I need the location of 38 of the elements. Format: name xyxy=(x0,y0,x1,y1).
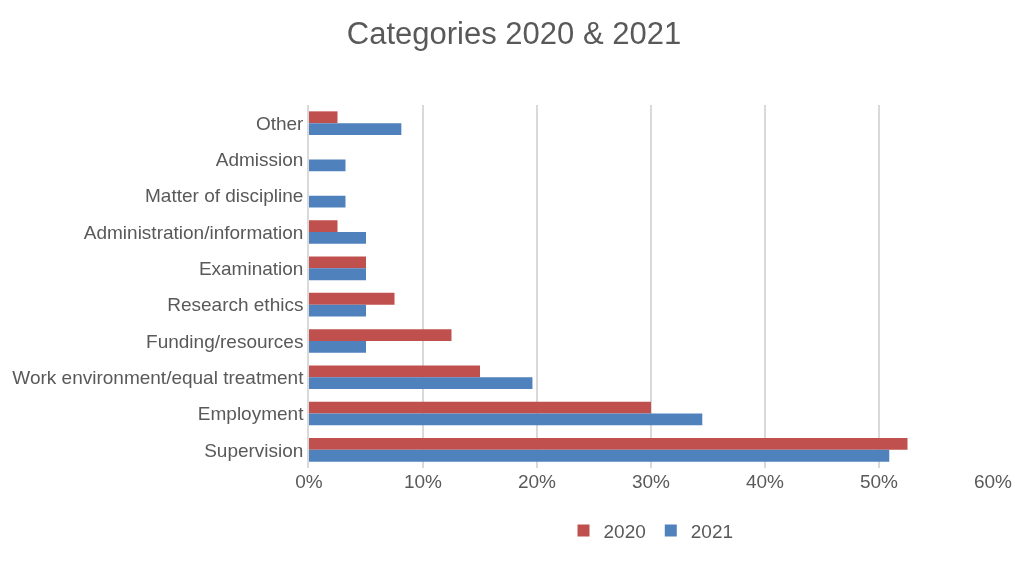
bar xyxy=(309,438,908,450)
bar xyxy=(309,304,366,317)
y-tick-label: Matter of discipline xyxy=(145,185,304,207)
bar xyxy=(309,413,703,426)
y-tick-label: Employment xyxy=(197,403,305,425)
y-tick-label: Administration/information xyxy=(83,221,304,243)
bar xyxy=(309,449,890,462)
bar xyxy=(309,401,651,414)
bar xyxy=(309,195,346,208)
y-tick-label: Other xyxy=(255,112,305,134)
x-tick-label: 40% xyxy=(745,471,785,492)
y-tick-label: Admission xyxy=(215,149,304,171)
y-tick-label: Work environment/equal treatment xyxy=(12,366,305,388)
y-tick-label: Examination xyxy=(198,258,304,279)
x-tick-label: 10% xyxy=(403,471,443,492)
x-tick-label: 20% xyxy=(517,471,557,492)
bar xyxy=(309,292,395,305)
y-tick-label: Supervision xyxy=(204,439,304,461)
bar xyxy=(309,220,338,233)
chart-title: Categories 2020 & 2021 xyxy=(346,16,682,52)
bar xyxy=(309,340,366,353)
bar xyxy=(309,159,346,172)
y-tick-label: Funding/resources xyxy=(146,330,304,352)
y-tick-label: Research ethics xyxy=(167,294,304,316)
bar xyxy=(309,111,338,124)
legend-label: 2021 xyxy=(690,520,734,542)
bar xyxy=(309,123,402,135)
legend-label: 2020 xyxy=(603,520,646,542)
x-tick-label: 60% xyxy=(973,471,1013,492)
bar xyxy=(309,232,366,244)
bar xyxy=(309,268,366,281)
bar xyxy=(309,365,480,378)
bar xyxy=(309,256,366,269)
bar xyxy=(309,329,452,341)
x-tick-label: 50% xyxy=(859,471,899,492)
x-tick-label: 0% xyxy=(295,471,323,492)
bar xyxy=(309,377,533,390)
x-tick-label: 30% xyxy=(631,471,671,492)
